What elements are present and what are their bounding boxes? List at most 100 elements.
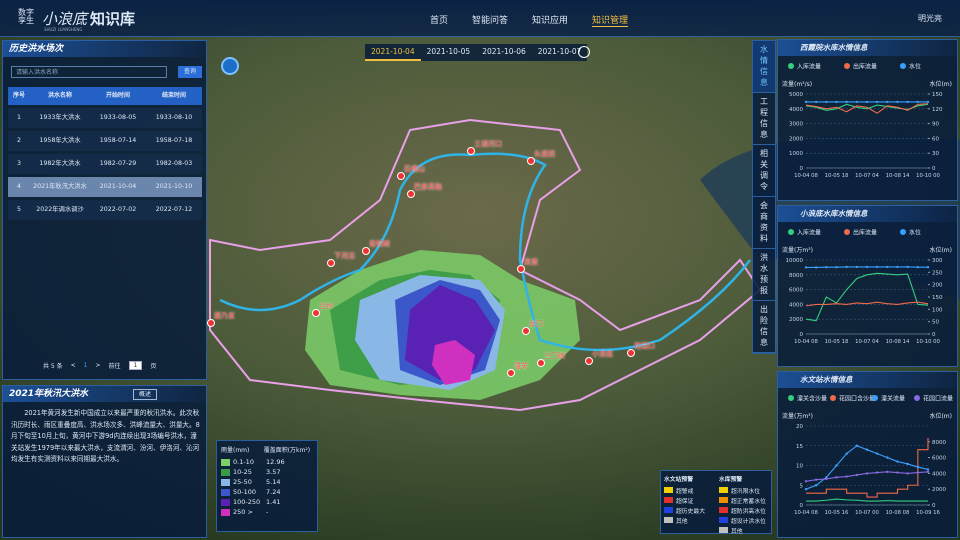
user[interactable]: 明光亮 — [918, 14, 942, 23]
point — [886, 265, 889, 269]
legend-swatch — [221, 478, 230, 486]
station-label: 头道拐 — [534, 150, 555, 158]
pager-next[interactable]: > — [95, 362, 101, 369]
date-tab[interactable]: 2021-10-04 — [365, 44, 421, 61]
y2-tick-label: 8000 — [932, 440, 946, 446]
y-tick-label: 2000 — [789, 136, 803, 142]
date-tab[interactable]: 2021-10-05 — [426, 47, 471, 56]
point — [926, 265, 930, 269]
legend-swatch — [221, 468, 230, 476]
warn-label: 超历史最大 — [676, 508, 705, 515]
warn-title: 水库预警 — [719, 477, 743, 483]
table-row[interactable]: 1 1933年大洪水 1933-08-05 1933-08-10 — [8, 108, 202, 128]
search-button[interactable]: 查询 — [178, 66, 202, 78]
point — [804, 480, 808, 483]
y2-axis-label: 水位(m) — [929, 80, 952, 88]
basin-outline — [209, 118, 762, 412]
y-tick-label: 4000 — [789, 107, 803, 113]
date-tab[interactable]: 2021-10-06 — [482, 47, 526, 56]
nav-item[interactable]: 首页 — [430, 16, 449, 26]
series-line — [805, 301, 929, 307]
side-tab[interactable]: 出险信息 — [753, 301, 775, 353]
y-axis-label: 流量(万m³) — [782, 412, 813, 420]
legend-marker — [788, 229, 794, 235]
warn-item: 超设计洪水位 — [719, 515, 768, 525]
nav-item[interactable]: 知识管理 — [592, 13, 629, 27]
pager-page[interactable]: 1 — [83, 362, 88, 369]
side-tab[interactable]: 相关调令 — [753, 145, 775, 197]
search-input[interactable]: 请输入洪水名称 — [11, 66, 167, 78]
warn-swatch — [719, 527, 728, 533]
point — [865, 100, 869, 104]
station-dot — [362, 247, 370, 255]
legend-col: 覆盖面积(万km²) — [263, 447, 311, 454]
point — [896, 100, 899, 104]
table-row[interactable]: 5 2022年调水调沙 2022-07-02 2022-07-12 — [8, 200, 202, 220]
x-tick-label: 10-05 18 — [825, 339, 849, 345]
point — [886, 456, 889, 459]
warn-item: 超正常蓄水位 — [719, 495, 768, 505]
y2-tick-label: 150 — [932, 92, 943, 98]
overview-button[interactable]: 概述 — [133, 389, 158, 400]
side-tab[interactable]: 会商资料 — [753, 197, 775, 249]
warn-item: 超防洪高水位 — [719, 505, 768, 515]
table-cell: 1958-07-18 — [155, 137, 193, 144]
point — [825, 265, 828, 269]
y-tick-label: 4000 — [789, 302, 803, 308]
side-tab[interactable]: 工程信息 — [753, 93, 775, 145]
legend-marker — [844, 63, 850, 69]
point — [896, 460, 899, 463]
legend-marker — [872, 395, 878, 401]
table-row[interactable]: 4 2021年秋汛大洪水 2021-10-04 2021-10-10 — [8, 177, 202, 197]
date-tab[interactable]: 2021-10-07 — [537, 47, 582, 56]
chart-panel: 西霞院水库水情信息 入库流量 出库流量 水位 流量(m³/s) 水位(m) 0 1000 200… — [777, 39, 958, 201]
point — [916, 471, 920, 474]
legend-marker — [788, 395, 794, 401]
table-cell: 1982-07-29 — [99, 160, 137, 167]
legend-marker — [788, 63, 794, 69]
nav-item[interactable]: 智能问答 — [472, 16, 509, 26]
point — [875, 471, 879, 474]
table-cell: 2022年调水调沙 — [36, 206, 84, 213]
play-button[interactable] — [578, 46, 590, 58]
y2-tick-label: 50 — [932, 320, 939, 326]
overview-panel: 2021年秋汛大洪水 概述 2021年黄河发生新中国成立以来最严重的秋汛洪水。此… — [2, 385, 207, 538]
warn-swatch — [719, 497, 728, 503]
pager-page-unit[interactable]: 页 — [150, 363, 157, 370]
table-cell: 1933年大洪水 — [39, 114, 81, 121]
table-cell: 1982年大洪水 — [39, 160, 81, 167]
side-tab[interactable]: 洪水预报 — [753, 249, 775, 301]
station-dot — [467, 147, 475, 155]
nav-item[interactable]: 知识应用 — [532, 16, 569, 26]
y-tick-label: 3000 — [789, 122, 803, 128]
table-cell: 2 — [16, 137, 21, 144]
station-dot — [327, 259, 335, 267]
pager-prev[interactable]: < — [70, 362, 76, 369]
warn-column: 水文站预警 超警戒 超保证 超历史最大 其他 — [664, 474, 713, 535]
side-tab[interactable]: 水情信息 — [753, 41, 775, 93]
point — [814, 484, 818, 487]
layer-button[interactable] — [221, 57, 239, 75]
legend-label: 入库流量 — [797, 229, 821, 237]
pager-goto[interactable]: 前往 — [108, 363, 121, 370]
legend-range: 250 > — [233, 508, 253, 516]
legend-row: 250 > - — [221, 507, 313, 517]
pager-total[interactable]: 共 5 条 — [43, 363, 63, 370]
table-row[interactable]: 2 1958年大洪水 1958-07-14 1958-07-18 — [8, 131, 202, 151]
y2-tick-label: 0 — [932, 166, 936, 172]
point — [804, 100, 808, 104]
legend-col: 雨量(mm) — [221, 447, 250, 454]
station-dot — [397, 172, 405, 180]
station-label: 三门峡 — [544, 352, 565, 360]
y-tick-label: 10000 — [786, 258, 804, 264]
point — [906, 100, 909, 104]
table-row[interactable]: 3 1982年大洪水 1982-07-29 1982-08-03 — [8, 154, 202, 174]
y2-tick-label: 200 — [932, 283, 943, 289]
table-cell: 2021-10-04 — [99, 183, 137, 190]
y-tick-label: 0 — [800, 166, 804, 172]
legend-row: 50-100 7.24 — [221, 487, 313, 497]
y2-tick-label: 30 — [932, 151, 939, 157]
pager-goto-page[interactable]: 1 — [128, 361, 143, 370]
legend-range: 10-25 — [233, 468, 252, 476]
point — [865, 265, 869, 269]
